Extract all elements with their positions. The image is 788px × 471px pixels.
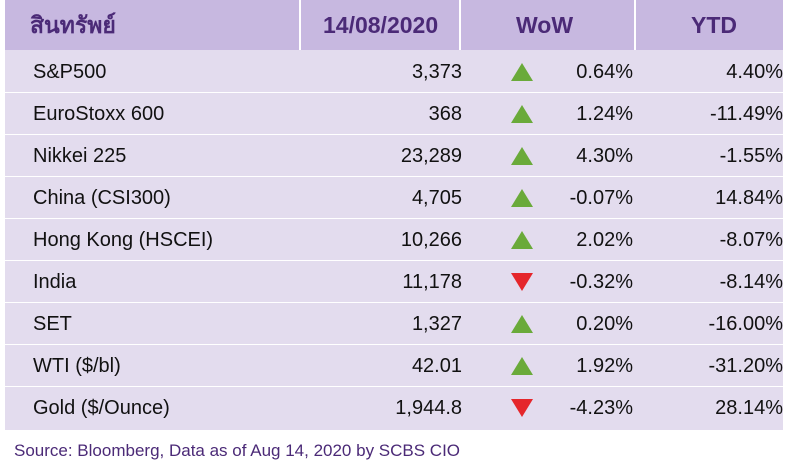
up-arrow-icon [511, 63, 533, 81]
ytd-change: -11.49% [709, 103, 783, 125]
up-arrow-icon [511, 147, 533, 165]
asset-name: WTI ($/bl) [33, 355, 121, 377]
asset-value: 4,705 [411, 187, 462, 209]
row-divider [5, 386, 783, 387]
header-asset: สินทรัพย์ [30, 12, 116, 38]
asset-name: EuroStoxx 600 [33, 103, 165, 125]
table-row: Hong Kong (HSCEI) 10,266 2.02% -8.07% [5, 219, 783, 261]
ytd-change: 14.84% [715, 187, 783, 209]
wow-change: 1.92% [576, 355, 633, 377]
asset-name: Hong Kong (HSCEI) [33, 229, 214, 251]
ytd-change: -1.55% [719, 145, 783, 167]
up-arrow-icon [511, 315, 533, 333]
row-divider [5, 218, 783, 219]
table-row: Nikkei 225 23,289 4.30% -1.55% [5, 135, 783, 177]
market-table: สินทรัพย์ 14/08/2020 WoW YTD S&P500 3,373… [5, 0, 783, 430]
table-row: SET 1,327 0.20% -16.00% [5, 303, 783, 345]
down-arrow-icon [511, 399, 533, 417]
header-date: 14/08/2020 [323, 12, 439, 38]
wow-change: 4.30% [576, 145, 633, 167]
asset-name: China (CSI300) [33, 187, 171, 209]
source-note: Source: Bloomberg, Data as of Aug 14, 20… [14, 441, 461, 460]
table-row: S&P500 3,373 0.64% 4.40% [5, 51, 783, 93]
row-divider [5, 134, 783, 135]
table-row: China (CSI300) 4,705 -0.07% 14.84% [5, 177, 783, 219]
header-divider [299, 0, 301, 50]
table-header: สินทรัพย์ 14/08/2020 WoW YTD [5, 0, 783, 50]
header-divider [634, 0, 636, 50]
row-divider [5, 176, 783, 177]
asset-value: 23,289 [400, 145, 462, 167]
asset-value: 42.01 [411, 355, 462, 377]
up-arrow-icon [511, 189, 533, 207]
asset-name: S&P500 [33, 61, 107, 83]
row-divider [5, 92, 783, 93]
ytd-change: 28.14% [715, 397, 783, 419]
ytd-change: -31.20% [708, 355, 784, 377]
asset-value: 11,178 [402, 271, 462, 293]
up-arrow-icon [511, 231, 533, 249]
row-divider [5, 302, 783, 303]
header-wow: WoW [516, 12, 574, 38]
table-row: EuroStoxx 600 368 1.24% -11.49% [5, 93, 783, 135]
asset-name: SET [33, 313, 72, 335]
up-arrow-icon [511, 105, 533, 123]
row-divider [5, 344, 783, 345]
asset-value: 1,944.8 [395, 397, 462, 419]
asset-value: 10,266 [400, 229, 462, 251]
up-arrow-icon [511, 357, 533, 375]
wow-change: 1.24% [576, 103, 633, 125]
wow-change: 2.02% [576, 229, 633, 251]
down-arrow-icon [511, 273, 533, 291]
row-divider [5, 260, 783, 261]
ytd-change: -8.14% [719, 271, 783, 293]
header-ytd: YTD [691, 12, 737, 38]
wow-change: 0.20% [576, 313, 633, 335]
ytd-change: -8.07% [719, 229, 783, 251]
asset-name: India [33, 271, 77, 293]
wow-change: -0.07% [569, 187, 633, 209]
table-row: Gold ($/Ounce) 1,944.8 -4.23% 28.14% [5, 387, 783, 429]
wow-change: -4.23% [569, 397, 633, 419]
ytd-change: -16.00% [708, 313, 784, 335]
asset-value: 3,373 [411, 61, 462, 83]
asset-value: 368 [428, 103, 462, 125]
header-divider [459, 0, 461, 50]
asset-name: Gold ($/Ounce) [33, 397, 170, 419]
asset-value: 1,327 [411, 313, 462, 335]
table-row: India 11,178 -0.32% -8.14% [5, 261, 783, 303]
wow-change: -0.32% [569, 271, 633, 293]
table-row: WTI ($/bl) 42.01 1.92% -31.20% [5, 345, 783, 387]
ytd-change: 4.40% [726, 61, 783, 83]
wow-change: 0.64% [576, 61, 633, 83]
asset-name: Nikkei 225 [33, 145, 127, 167]
